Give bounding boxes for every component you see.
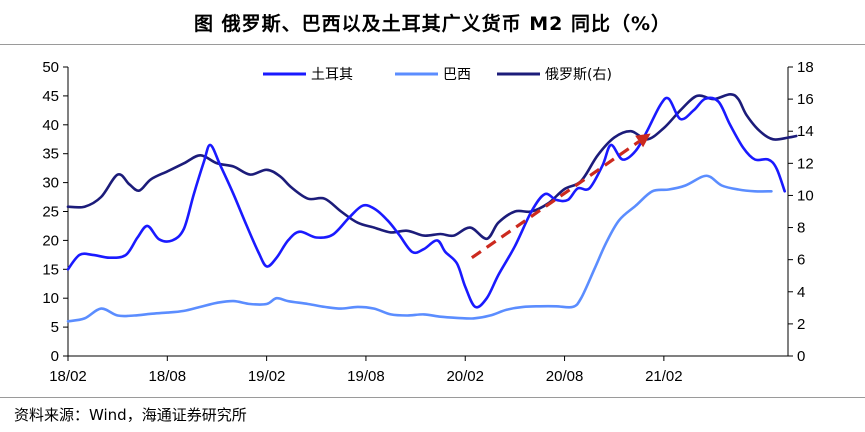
- y-left-tick-label: 50: [42, 59, 59, 76]
- y-left-tick-label: 0: [51, 348, 59, 365]
- legend-label-turkey: 土耳其: [311, 67, 353, 83]
- x-tick-label: 18/08: [149, 368, 187, 385]
- x-tick-label: 18/02: [49, 368, 87, 385]
- y-right-tick-label: 2: [797, 316, 805, 333]
- trend-arrow-shaft: [470, 140, 641, 260]
- y-right-tick-label: 18: [797, 59, 814, 76]
- y-right-tick-label: 14: [797, 123, 814, 140]
- y-left-tick-label: 10: [42, 290, 59, 307]
- footer-divider: [0, 397, 865, 398]
- series-line-brazil: [66, 174, 773, 323]
- y-right-tick-label: 8: [797, 220, 805, 237]
- x-tick-label: 20/02: [446, 368, 484, 385]
- x-tick-label: 19/08: [347, 368, 385, 385]
- series-line-russia: [66, 93, 798, 241]
- title-bar: 图 俄罗斯、巴西以及土耳其广义货币 M2 同比（%）: [0, 0, 865, 45]
- x-tick-label: 20/08: [546, 368, 584, 385]
- x-tick-label: 21/02: [645, 368, 683, 385]
- x-tick-label: 19/02: [248, 368, 286, 385]
- y-right-tick-label: 6: [797, 252, 805, 269]
- y-left-tick-label: 40: [42, 117, 59, 134]
- y-right-tick-label: 12: [797, 155, 814, 172]
- y-left-tick-label: 30: [42, 175, 59, 192]
- y-left-tick-label: 20: [42, 232, 59, 249]
- legend-label-brazil: 巴西: [443, 67, 471, 83]
- y-right-tick-label: 0: [797, 348, 805, 365]
- y-left-tick-label: 25: [42, 204, 59, 221]
- y-right-tick-label: 16: [797, 91, 814, 108]
- chart-title: 图 俄罗斯、巴西以及土耳其广义货币 M2 同比（%）: [193, 13, 671, 35]
- source-note: 资料来源：Wind，海通证券研究所: [14, 406, 247, 424]
- y-left-tick-label: 5: [51, 319, 59, 336]
- y-right-tick-label: 4: [797, 284, 805, 301]
- y-right-tick-label: 10: [797, 187, 814, 204]
- legend-label-russia: 俄罗斯(右): [545, 67, 612, 83]
- series-line-turkey: [66, 96, 786, 309]
- y-left-tick-label: 15: [42, 261, 59, 278]
- trend-arrow-head: [635, 133, 651, 148]
- y-left-tick-label: 45: [42, 88, 59, 105]
- y-left-tick-label: 35: [42, 146, 59, 163]
